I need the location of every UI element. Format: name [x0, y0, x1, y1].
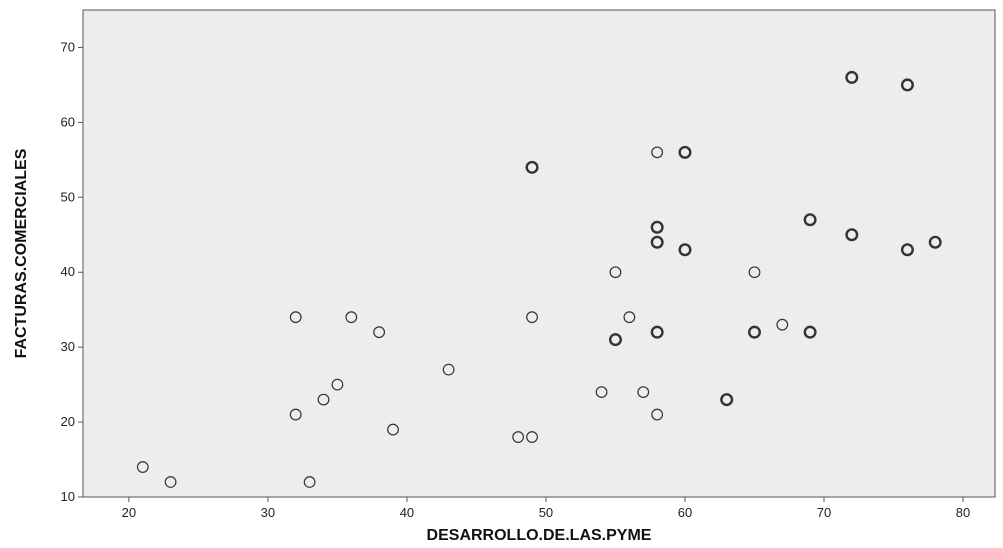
data-point	[526, 431, 538, 443]
data-point	[803, 325, 817, 339]
data-point	[651, 146, 664, 159]
data-point	[748, 266, 761, 279]
data-point	[803, 213, 817, 227]
y-tick-label: 30	[61, 339, 75, 354]
data-point	[720, 393, 734, 407]
x-axis-title: DESARROLLO.DE.LAS.PYME	[427, 527, 652, 544]
data-point	[900, 243, 914, 257]
x-tick-label: 50	[539, 505, 553, 520]
data-point	[651, 408, 664, 421]
plot-area	[82, 9, 996, 498]
data-point	[900, 78, 914, 92]
data-point	[525, 160, 539, 174]
data-point	[623, 311, 636, 324]
data-point	[776, 318, 789, 331]
x-tick-label: 60	[678, 505, 692, 520]
data-point	[289, 408, 302, 421]
data-point	[373, 326, 386, 339]
data-point	[164, 476, 177, 488]
y-tick-label: 10	[61, 489, 75, 504]
data-point	[289, 311, 302, 324]
data-point	[136, 461, 149, 473]
data-point	[747, 325, 761, 339]
data-point	[678, 243, 692, 257]
data-point	[650, 220, 664, 234]
x-tick-label: 70	[817, 505, 831, 520]
data-point	[345, 311, 358, 324]
data-point	[387, 423, 399, 436]
data-point	[442, 363, 455, 376]
x-tick-label: 20	[122, 505, 136, 520]
data-point	[608, 333, 622, 347]
data-point	[595, 386, 608, 399]
data-point	[526, 311, 538, 324]
y-tick-label: 50	[61, 189, 75, 204]
data-point	[609, 266, 622, 279]
data-point	[637, 386, 650, 399]
data-point	[331, 378, 344, 391]
y-tick-label: 20	[61, 414, 75, 429]
data-point	[512, 431, 525, 443]
x-tick-label: 80	[956, 505, 970, 520]
data-point	[845, 228, 859, 242]
data-point	[678, 145, 692, 159]
data-point	[928, 235, 942, 249]
data-points	[136, 70, 942, 488]
y-tick-label: 60	[61, 114, 75, 129]
y-axis: 10 20 30 40 50 60 70	[61, 39, 83, 504]
x-axis: 20 30 40 50 60 70 80	[122, 497, 970, 520]
data-point	[317, 393, 330, 406]
x-tick-label: 30	[261, 505, 275, 520]
data-point	[303, 476, 316, 488]
y-tick-label: 40	[61, 264, 75, 279]
x-tick-label: 40	[400, 505, 414, 520]
y-tick-label: 70	[61, 39, 75, 54]
data-point	[650, 235, 664, 249]
data-point	[845, 70, 859, 84]
data-point	[650, 325, 664, 339]
y-axis-title: FACTURAS.COMERCIALES	[13, 148, 30, 358]
